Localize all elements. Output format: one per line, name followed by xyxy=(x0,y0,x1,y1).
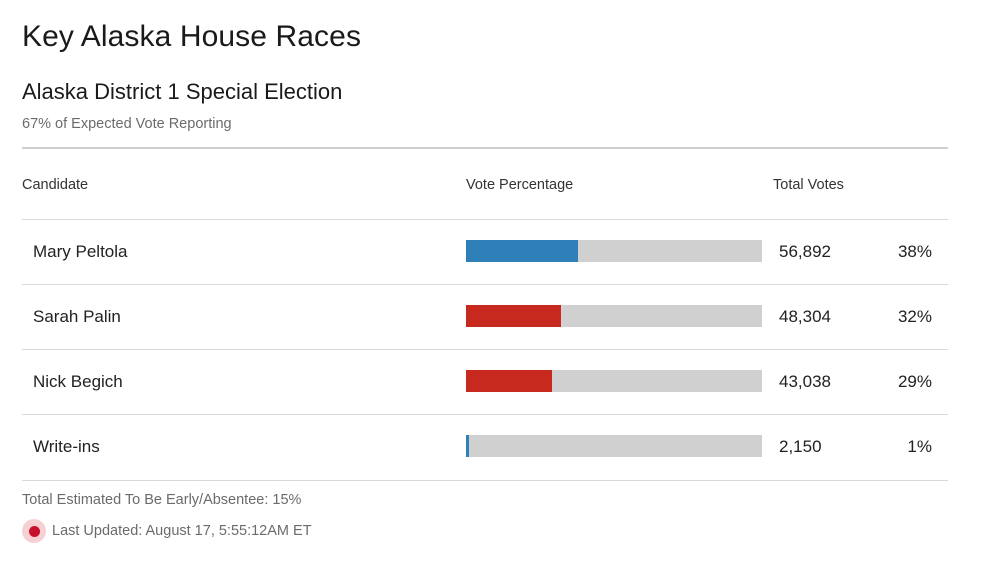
column-header-candidate: Candidate xyxy=(22,177,89,193)
live-indicator-icon xyxy=(22,519,46,543)
race-title: Alaska District 1 Special Election xyxy=(22,79,343,104)
vote-percent: 32% xyxy=(897,307,932,326)
total-votes: 2,150 xyxy=(779,437,822,456)
candidate-row: Mary Peltola 56,892 38% xyxy=(22,219,948,285)
early-absentee-note: Total Estimated To Be Early/Absentee: 15… xyxy=(22,492,302,508)
header-divider xyxy=(22,147,948,149)
candidate-row: Nick Begich 43,038 29% xyxy=(22,349,948,415)
column-header-vote-percentage: Vote Percentage xyxy=(466,177,574,193)
vote-percent: 1% xyxy=(907,437,932,456)
page-title: Key Alaska House Races xyxy=(22,20,362,53)
vote-bar-track xyxy=(466,305,762,327)
candidate-row: Write-ins 2,150 1% xyxy=(22,414,948,481)
candidate-name: Mary Peltola xyxy=(33,242,128,261)
total-votes: 48,304 xyxy=(779,307,831,326)
vote-bar-fill xyxy=(466,240,578,262)
vote-bar-track xyxy=(466,240,762,262)
candidate-row: Sarah Palin 48,304 32% xyxy=(22,284,948,350)
candidate-name: Nick Begich xyxy=(33,372,123,391)
vote-bar-fill xyxy=(466,370,552,392)
vote-percent: 29% xyxy=(897,372,932,391)
last-updated: Last Updated: August 17, 5:55:12AM ET xyxy=(22,518,312,544)
live-indicator-dot xyxy=(28,525,40,537)
vote-bar-track xyxy=(466,370,762,392)
total-votes: 56,892 xyxy=(779,242,831,261)
vote-bar-track xyxy=(466,435,762,457)
last-updated-text: Last Updated: August 17, 5:55:12AM ET xyxy=(52,523,312,539)
candidate-name: Sarah Palin xyxy=(33,307,121,326)
vote-percent: 38% xyxy=(897,242,932,261)
candidate-name: Write-ins xyxy=(33,437,100,456)
vote-bar-fill xyxy=(466,435,469,457)
total-votes: 43,038 xyxy=(779,372,831,391)
column-header-total-votes: Total Votes xyxy=(773,177,844,193)
vote-bar-fill xyxy=(466,305,561,327)
reporting-status: 67% of Expected Vote Reporting xyxy=(22,116,232,132)
